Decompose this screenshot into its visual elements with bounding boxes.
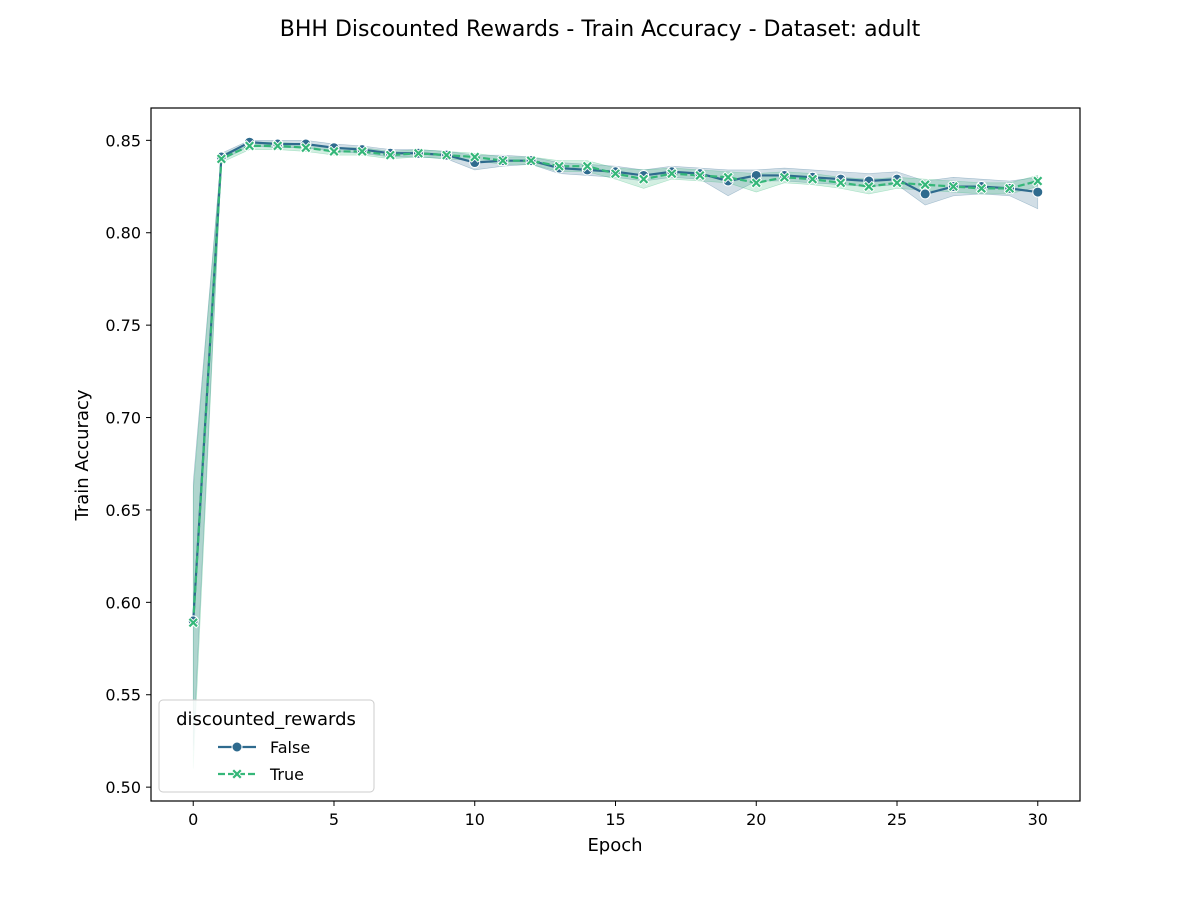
y-axis: 0.50 0.55 0.60 0.65 0.70 0.75 0.80 0.85 [105, 131, 151, 797]
data-point-true [243, 140, 256, 152]
legend: discounted_rewards False True [158, 699, 375, 793]
legend-item-false: False [218, 738, 310, 757]
legend-marker-true [231, 768, 243, 780]
x-axis-label: Epoch [587, 835, 642, 856]
confidence-bands [192, 140, 1039, 769]
y-tick-label: 0.55 [105, 686, 141, 705]
data-point-true [299, 141, 312, 154]
x-tick-label: 20 [746, 810, 766, 829]
series-markers [187, 136, 1044, 629]
x-tick-label: 0 [188, 810, 198, 829]
y-axis-label: Train Accuracy [72, 389, 93, 521]
data-point-true [1031, 175, 1044, 187]
data-point-true [750, 177, 763, 189]
data-point-true [863, 180, 875, 193]
series-lines [192, 141, 1039, 623]
data-point-true [1003, 182, 1016, 195]
y-tick-label: 0.75 [105, 316, 141, 335]
data-point-true [722, 171, 734, 184]
data-point-true [581, 160, 594, 173]
data-point-true [609, 167, 622, 180]
legend-item-true: True [218, 765, 304, 784]
data-point-true [497, 154, 509, 167]
data-point-false [1032, 186, 1044, 198]
y-tick-label: 0.70 [105, 409, 141, 428]
y-tick-label: 0.85 [105, 131, 141, 150]
band-true [192, 141, 1039, 769]
data-point-true [525, 154, 537, 167]
data-point-true [215, 152, 228, 165]
data-point-true [187, 616, 200, 629]
x-tick-label: 25 [887, 810, 907, 829]
band-false [192, 140, 1039, 751]
legend-label-false: False [270, 738, 310, 757]
data-point-true [356, 145, 368, 158]
legend-label-true: True [269, 765, 304, 784]
legend-title: discounted_rewards [176, 709, 356, 730]
data-point-true [975, 182, 988, 195]
series-line-false [192, 141, 1038, 621]
chart-title: BHH Discounted Rewards - Train Accuracy … [280, 17, 921, 42]
data-point-true [891, 177, 903, 189]
legend-box [158, 699, 375, 793]
data-point-true [271, 140, 284, 152]
data-point-true [384, 149, 397, 161]
data-point-true [947, 180, 960, 193]
data-point-true [834, 177, 847, 189]
y-tick-label: 0.60 [105, 593, 141, 612]
data-point-true [412, 147, 425, 160]
legend-marker-false [231, 741, 243, 753]
x-tick-label: 15 [605, 810, 625, 829]
data-point-true [553, 160, 566, 173]
data-point-true [806, 173, 819, 185]
x-tick-label: 10 [465, 810, 485, 829]
y-tick-label: 0.50 [105, 778, 141, 797]
data-point-true [694, 169, 706, 182]
y-tick-label: 0.80 [105, 224, 141, 243]
data-point-true [778, 171, 791, 184]
series-line-true [192, 144, 1039, 623]
plot-frame [150, 107, 1081, 802]
data-point-true [637, 173, 650, 185]
data-point-true [468, 151, 481, 163]
data-point-true [665, 167, 678, 180]
legend-items: False True [218, 738, 310, 784]
data-point-false [919, 188, 931, 200]
y-tick-label: 0.65 [105, 501, 141, 520]
data-point-true [440, 149, 453, 161]
x-tick-label: 5 [329, 810, 339, 829]
x-tick-label: 30 [1028, 810, 1048, 829]
x-axis: 0 5 10 15 20 25 30 [188, 801, 1048, 829]
data-point-true [919, 178, 932, 191]
data-point-true [328, 145, 340, 158]
